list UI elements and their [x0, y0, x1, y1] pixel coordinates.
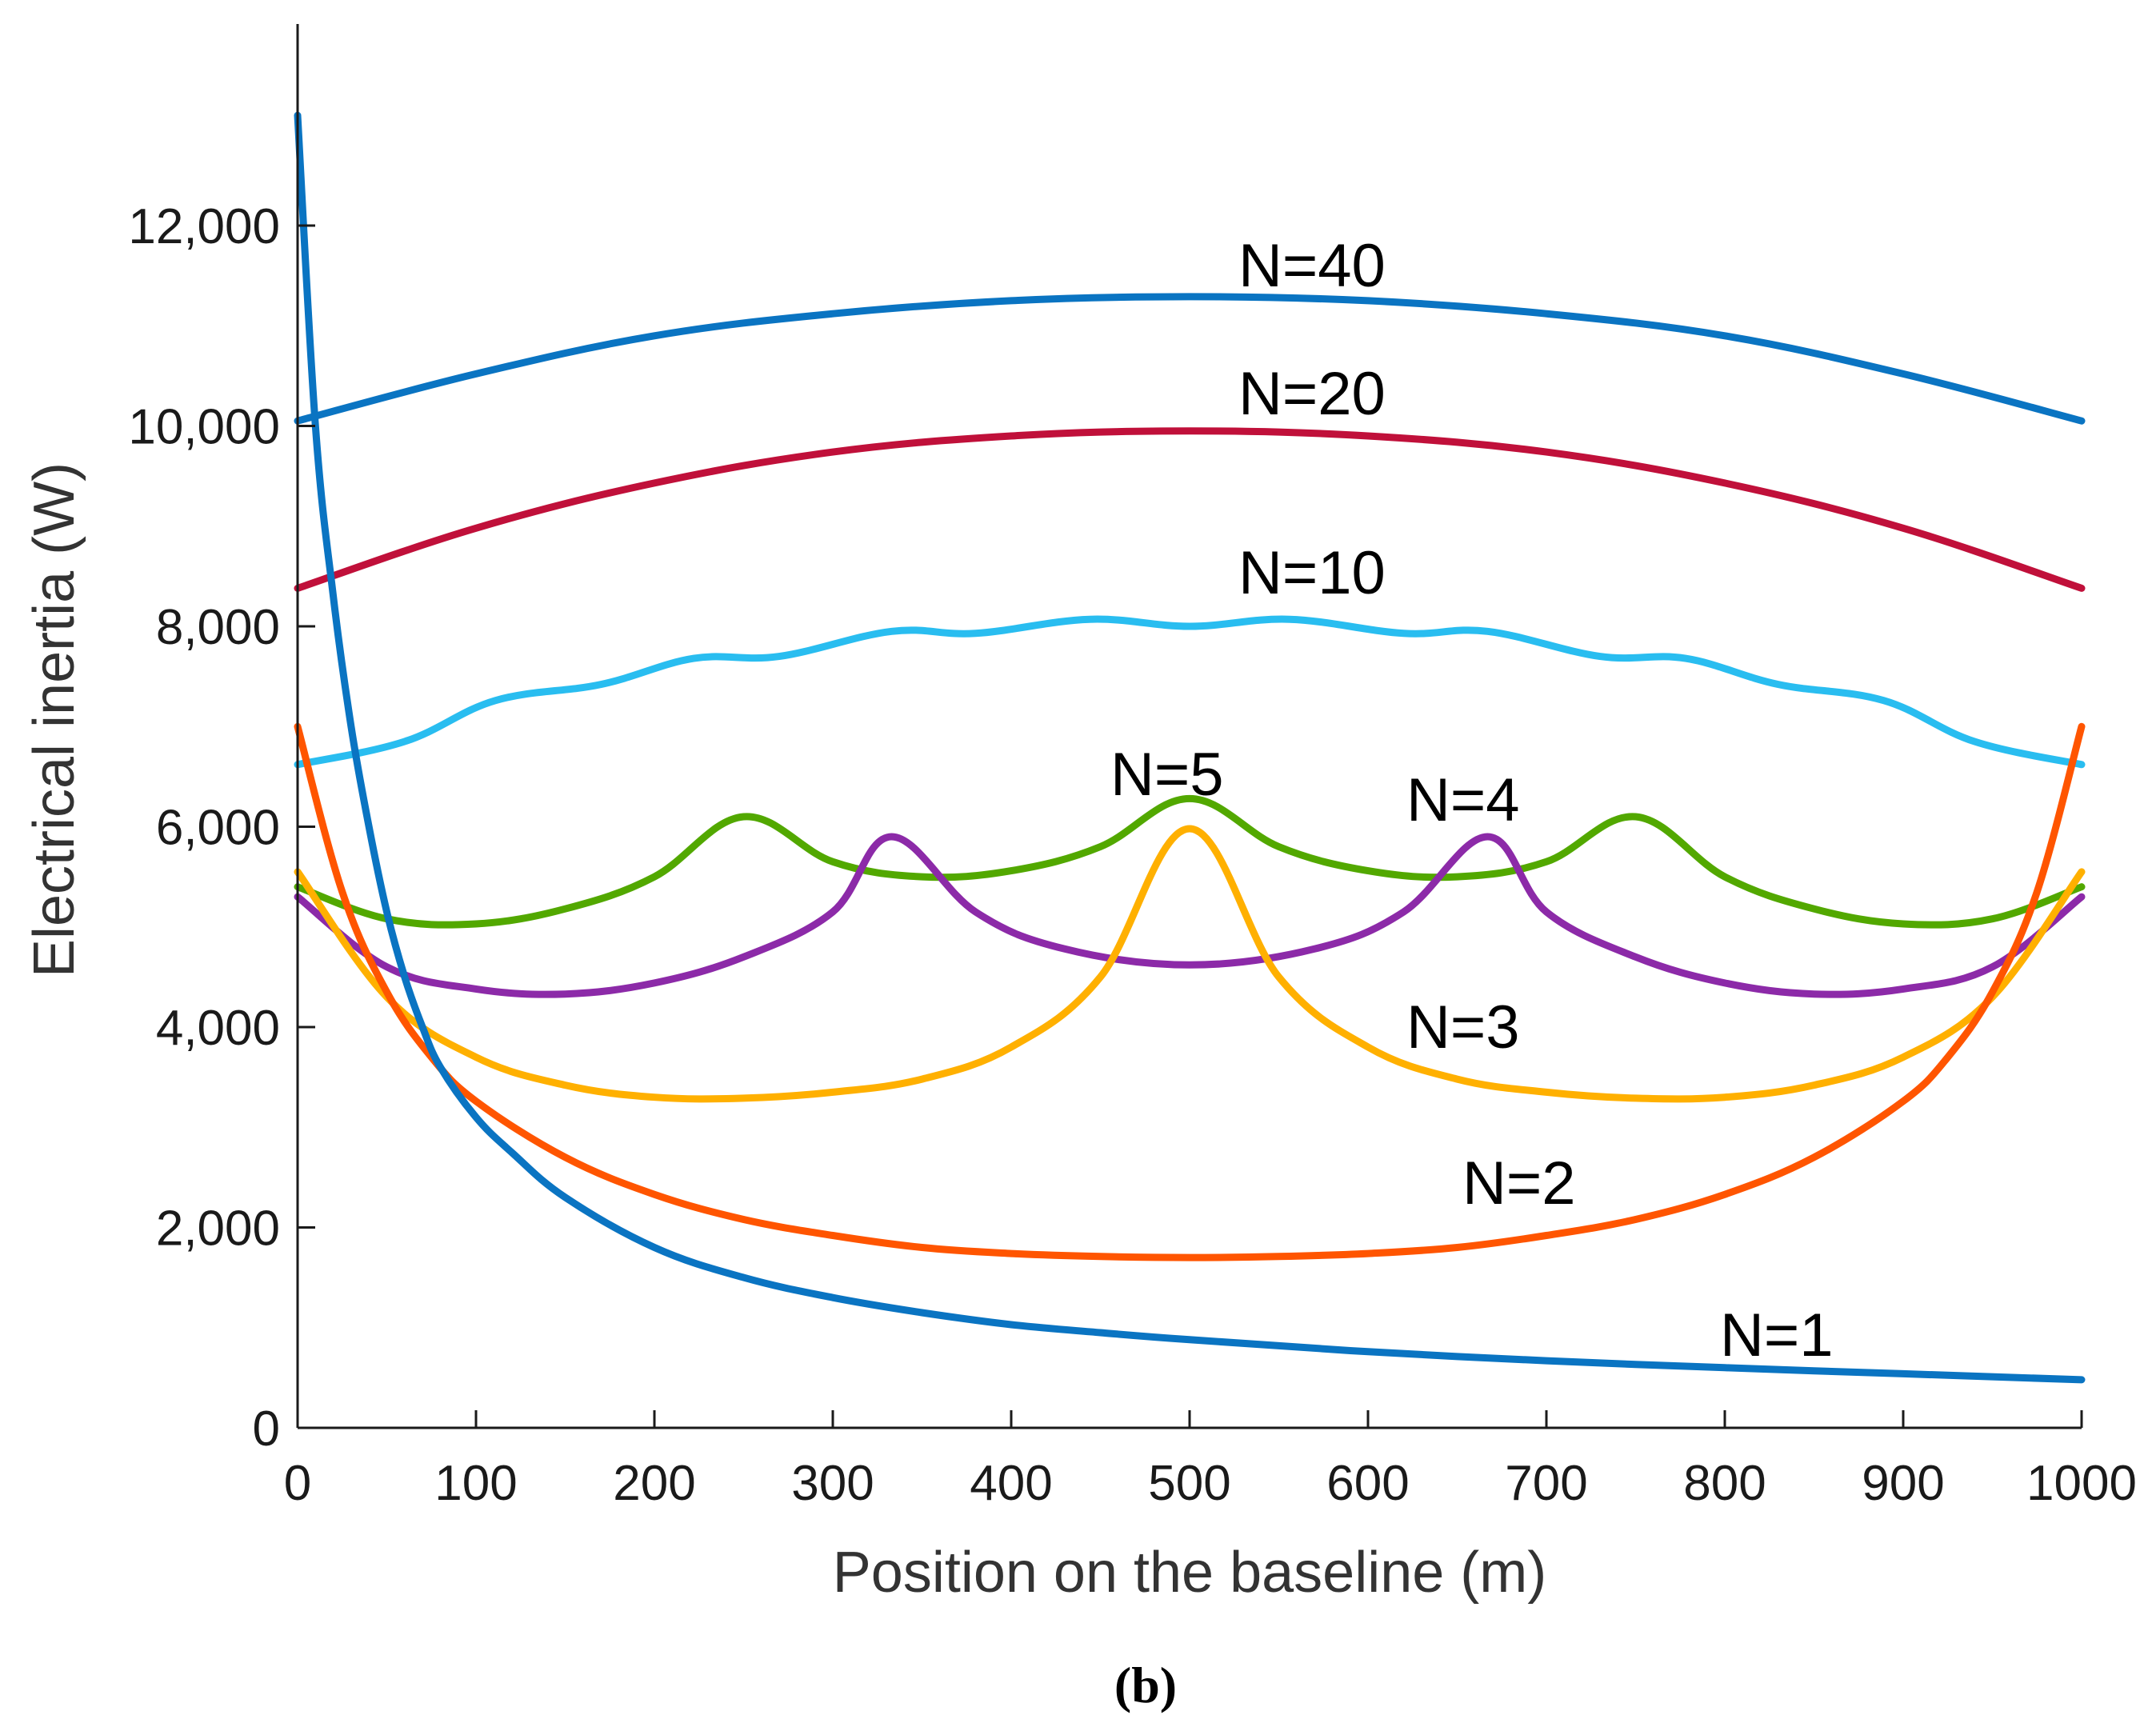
- x-tick-label: 0: [284, 1456, 311, 1511]
- series-label-n-20: N=20: [1238, 360, 1386, 428]
- series-label-n-5: N=5: [1110, 741, 1224, 809]
- series-line-n-2: [294, 722, 2086, 1261]
- x-tick-label: 800: [1683, 1456, 1766, 1511]
- figure-caption: (b): [1114, 1657, 1177, 1713]
- y-axis-title: Electrical inertia (W): [22, 462, 86, 977]
- series-label-n-3: N=3: [1406, 993, 1520, 1061]
- series-line-n-10: [294, 615, 2086, 769]
- axis-ticks: 0 100 200 300 400 500 600 700 800 900 1000 0 2,000 4,…: [128, 199, 2137, 1511]
- x-tick-label: 100: [434, 1456, 517, 1511]
- y-tick-label: 0: [253, 1401, 280, 1457]
- series-line-n-1: [294, 111, 2086, 1384]
- x-tick-label: 900: [1862, 1456, 1944, 1511]
- x-tick-label: 500: [1148, 1456, 1230, 1511]
- y-tick-label: 8,000: [156, 600, 280, 655]
- series-line-n-5: [294, 794, 2086, 929]
- series-label-n-40: N=40: [1238, 232, 1386, 300]
- series-label-n-10: N=10: [1238, 539, 1386, 607]
- y-tick-label: 2,000: [156, 1201, 280, 1257]
- series-labels: N=40 N=20 N=10 N=5 N=4 N=3 N=2 N=1: [1110, 232, 1834, 1369]
- x-tick-label: 200: [613, 1456, 695, 1511]
- x-tick-label: 600: [1326, 1456, 1409, 1511]
- series-lines: [294, 111, 2086, 1384]
- series-line-n-40: [294, 293, 2086, 425]
- axes: [296, 24, 2082, 1429]
- series-line-n-20: [294, 427, 2086, 592]
- x-tick-label: 1000: [2026, 1456, 2137, 1511]
- series-label-n-4: N=4: [1406, 766, 1520, 834]
- y-tick-label: 12,000: [128, 199, 280, 254]
- y-tick-label: 6,000: [156, 801, 280, 856]
- series-line-n-4: [294, 833, 2086, 998]
- x-axis-title: Position on the baseline (m): [833, 1541, 1546, 1605]
- y-tick-label: 10,000: [128, 400, 280, 455]
- series-line-n-3: [294, 825, 2086, 1103]
- x-tick-label: 300: [791, 1456, 874, 1511]
- y-tick-label: 4,000: [156, 1001, 280, 1056]
- x-tick-label: 400: [970, 1456, 1052, 1511]
- series-label-n-1: N=1: [1720, 1301, 1834, 1369]
- x-tick-label: 700: [1505, 1456, 1587, 1511]
- series-label-n-2: N=2: [1462, 1149, 1576, 1217]
